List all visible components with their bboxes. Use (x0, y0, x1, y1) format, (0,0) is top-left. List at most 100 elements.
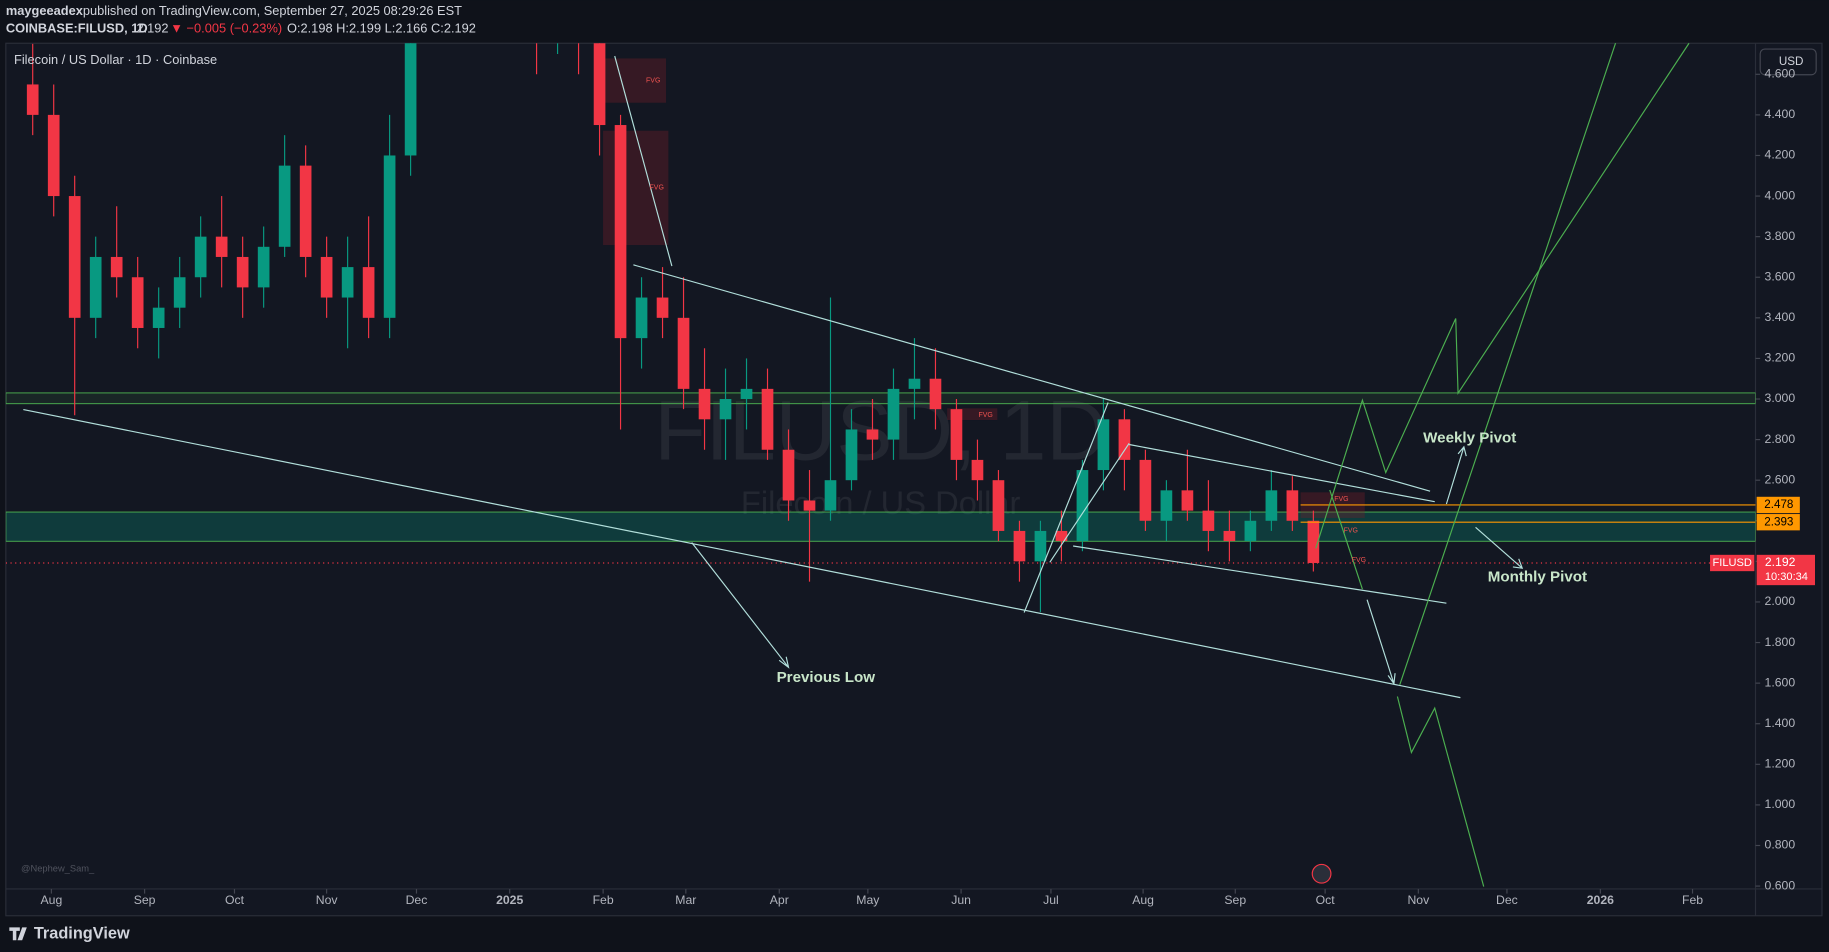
y-tick-label: 3.600 (1765, 269, 1796, 283)
y-tick-label: 3.200 (1765, 351, 1796, 365)
candle-body (362, 267, 375, 318)
candle-body (698, 388, 711, 420)
footer-brand: TradingView (34, 925, 130, 943)
zone (5, 511, 1756, 542)
candle-body (278, 165, 291, 247)
event-icon[interactable] (1311, 863, 1332, 884)
candle-body (404, 43, 417, 156)
x-tick-label: May (856, 893, 880, 907)
candle-body (47, 114, 60, 197)
candle-body (677, 317, 690, 389)
candle-body (929, 378, 942, 410)
x-tick-label: Dec (1496, 893, 1518, 907)
candle-body (1013, 530, 1026, 562)
candle-body (1223, 530, 1236, 542)
x-tick-label: Feb (593, 893, 614, 907)
projection (1396, 696, 1485, 887)
price-tag (1756, 554, 1816, 586)
drawings (23, 55, 1524, 699)
zone (5, 392, 1756, 405)
y-tick-label: 4.200 (1765, 148, 1796, 162)
published: published on TradingView.com, September … (83, 3, 462, 18)
candle-body (383, 155, 396, 318)
candle-body (215, 236, 228, 257)
candle-body (971, 459, 984, 481)
candle-body (887, 388, 900, 440)
candle-body (110, 256, 123, 278)
candle-body (1202, 510, 1215, 531)
fvg-label: FVG (1344, 528, 1358, 535)
x-tick-label: Oct (225, 893, 245, 907)
y-tick-label: 1.400 (1765, 716, 1796, 730)
y-tick-label: 2.800 (1765, 432, 1796, 446)
x-tick-label: Jun (951, 893, 971, 907)
fvg-label: FVG (1334, 496, 1348, 503)
candle-body (1160, 490, 1173, 521)
x-tick-label: Jul (1043, 893, 1059, 907)
candle-body (635, 297, 648, 339)
currency-label: USD (1779, 55, 1804, 68)
y-tick-label: 1.000 (1765, 797, 1796, 811)
candle-body (299, 165, 312, 257)
candle-body (1034, 530, 1047, 562)
currency-button[interactable] (1759, 48, 1817, 76)
author: maygeeadex (6, 3, 84, 18)
projection (1329, 489, 1363, 590)
symbol-label: FILUSD (1712, 557, 1751, 569)
trendline (614, 55, 673, 267)
x-tick-label: 2025 (496, 893, 523, 907)
x-tick-label: Feb (1682, 893, 1703, 907)
candle-body (1307, 520, 1320, 563)
level-label: 2.393 (1764, 515, 1793, 528)
projection (1315, 42, 1690, 549)
candle-body (68, 196, 81, 318)
candle-body (173, 277, 186, 308)
y-tick-label: 2.600 (1765, 472, 1796, 486)
x-tick-label: 2026 (1587, 893, 1614, 907)
candle-body (782, 449, 795, 501)
arrow (1366, 599, 1396, 686)
countdown: 10:30:34 (1765, 571, 1808, 583)
pane-title: Filecoin / US Dollar · 1D · Coinbase (14, 52, 217, 67)
candle-body (26, 84, 39, 115)
y-tick-label: 0.600 (1765, 878, 1796, 892)
tv-logo (9, 927, 27, 941)
y-tick-label: 4.000 (1765, 188, 1796, 202)
candle-body (257, 246, 270, 288)
candle-body (1097, 419, 1110, 471)
candle-body (131, 277, 144, 328)
y-tick-label: 3.800 (1765, 229, 1796, 243)
candle-body (803, 500, 816, 511)
arrow (1445, 445, 1467, 505)
trendline (1073, 545, 1447, 604)
projections (1315, 42, 1690, 887)
candle-body (719, 399, 732, 420)
candle-body (950, 409, 963, 460)
previous-low: Previous Low (777, 669, 876, 686)
weekly-pivot: Weekly Pivot (1423, 430, 1516, 447)
fvg-label: FVG (650, 185, 664, 192)
candle-body (194, 236, 207, 278)
arrow (691, 542, 790, 669)
fvg-box (603, 130, 669, 246)
y-tick-label: 3.000 (1765, 391, 1796, 405)
fvg-box (947, 408, 998, 421)
candle-body (152, 307, 165, 328)
y-tick-label: 1.600 (1765, 675, 1796, 689)
candle-body (1286, 490, 1299, 521)
candle-body (614, 125, 627, 339)
candle-body (656, 297, 669, 318)
candle-body (761, 388, 774, 450)
trendline (23, 408, 1461, 699)
fvg-label: FVG (1352, 557, 1366, 564)
candle-body (1118, 419, 1131, 460)
projection (1399, 43, 1617, 685)
header-price: 2.192 (136, 21, 168, 36)
y-tick-label: 2.000 (1765, 594, 1796, 608)
candle-body (1076, 470, 1089, 542)
candle-body (89, 256, 102, 318)
trendline (633, 264, 1431, 492)
y-tick-label: 4.600 (1765, 67, 1796, 81)
candle-body (740, 388, 753, 400)
